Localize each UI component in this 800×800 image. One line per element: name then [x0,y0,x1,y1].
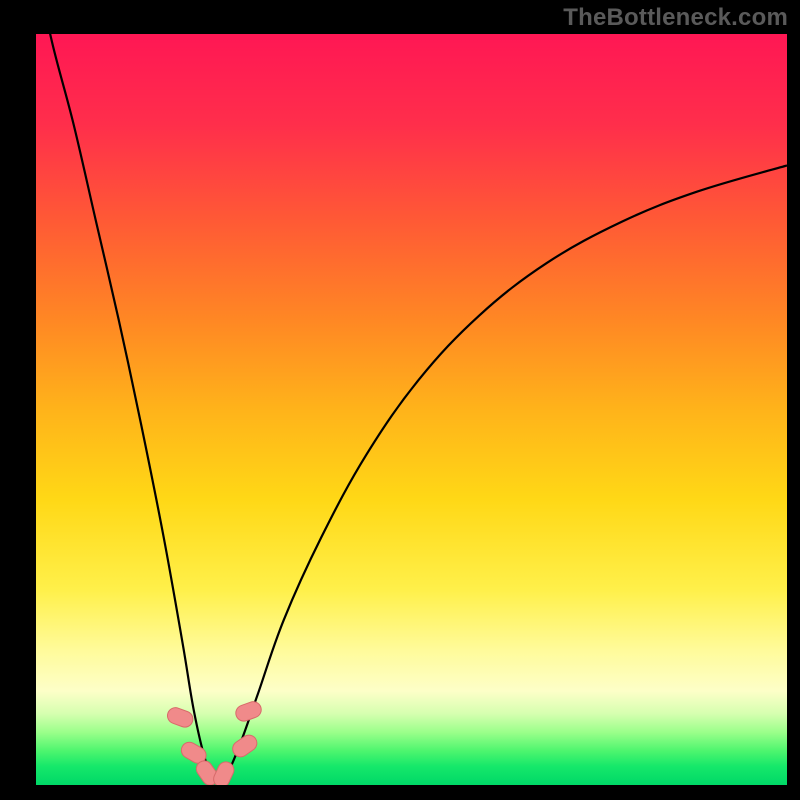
watermark-text: TheBottleneck.com [563,4,788,32]
bottleneck-chart [0,0,800,800]
plot-gradient-background [36,34,787,785]
